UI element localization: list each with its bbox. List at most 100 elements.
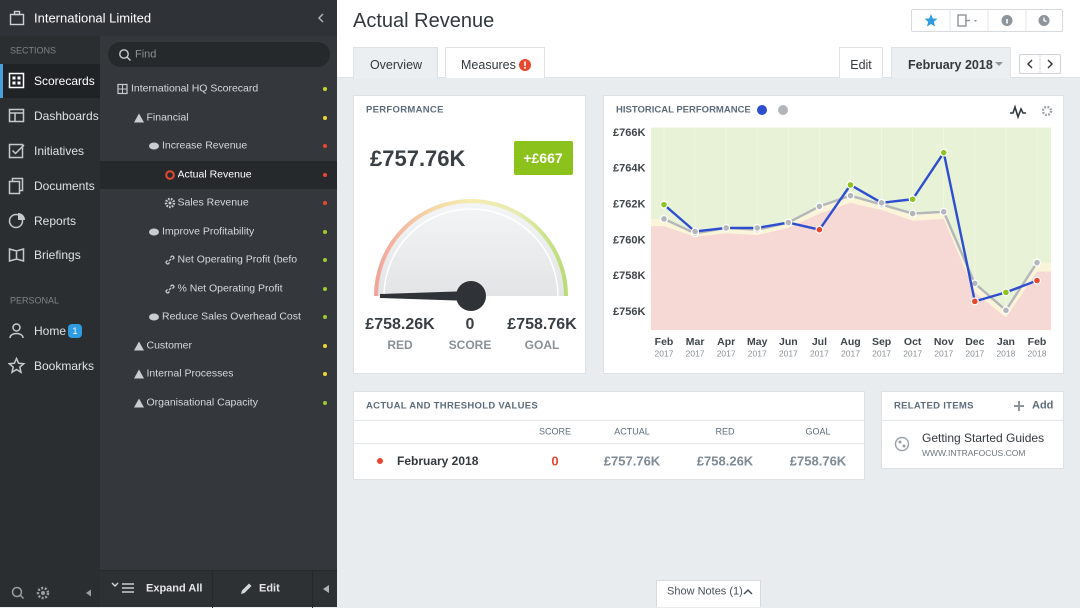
- chart: HISTORICAL PERFORMANCE £756K £758K £760K £7…: [613, 104, 1053, 358]
- icon-part: [743, 588, 753, 595]
- icon-part: [13, 10, 21, 16]
- tree-item[interactable]: Financial: [100, 104, 337, 132]
- search-icon[interactable]: [11, 586, 23, 598]
- edit-tab[interactable]: Edit: [839, 47, 883, 78]
- favourite-button[interactable]: [924, 14, 938, 27]
- icon-part: [524, 61, 526, 67]
- x-tick-year: 2018: [1028, 348, 1047, 358]
- data-point: [877, 198, 886, 207]
- data-point: [908, 209, 917, 218]
- icon-part: [902, 444, 906, 448]
- nav-item[interactable]: Reports: [0, 204, 100, 238]
- tree-item[interactable]: Internal Processes: [100, 360, 337, 388]
- goal-label: GOAL: [524, 338, 560, 352]
- red-value: £758.26K: [365, 316, 435, 333]
- status-dot: [323, 172, 327, 177]
- settings-icon[interactable]: [36, 586, 50, 600]
- prev-button[interactable]: [1027, 59, 1033, 69]
- tree-label: Customer: [146, 339, 193, 352]
- collapse-icon[interactable]: [321, 584, 331, 594]
- toolbar: [911, 9, 1063, 32]
- chart-type-button[interactable]: [1010, 104, 1026, 120]
- x-tick-label: Aug: [840, 336, 860, 348]
- divider: [882, 420, 1063, 421]
- icon-part: [8, 72, 25, 89]
- nav-item[interactable]: Documents: [0, 169, 100, 203]
- legend-marker[interactable]: [757, 105, 767, 115]
- icon-part: [133, 341, 144, 350]
- edit-button[interactable]: Edit: [259, 582, 280, 595]
- icon-part: [149, 142, 159, 150]
- icon-part: [18, 213, 25, 220]
- tab-overview[interactable]: Overview: [353, 47, 438, 79]
- related-url[interactable]: WWW.INTRAFOCUS.COM: [922, 447, 1026, 458]
- export-button[interactable]: [957, 14, 967, 27]
- tree-item[interactable]: Net Operating Profit (befo: [100, 246, 337, 274]
- tree-label: Internal Processes: [146, 367, 234, 380]
- tree-label: International HQ Scorecard: [131, 82, 259, 95]
- icon-part: [12, 323, 21, 332]
- tree-item[interactable]: International HQ Scorecard: [100, 75, 337, 103]
- tree-item[interactable]: Reduce Sales Overhead Cost: [100, 303, 337, 331]
- search-box[interactable]: Find: [108, 42, 330, 67]
- section-label: SECTIONS: [10, 45, 57, 56]
- chart-settings-button[interactable]: [1041, 105, 1053, 117]
- y-tick-label: £758K: [613, 270, 645, 282]
- tree-label: Increase Revenue: [162, 139, 248, 152]
- nav-item[interactable]: Home 1: [0, 314, 100, 348]
- tree-item[interactable]: % Net Operating Profit: [100, 275, 337, 303]
- tab-label: Overview: [369, 57, 423, 72]
- expand-all-button[interactable]: Expand All: [146, 582, 203, 595]
- tree-item[interactable]: Organisational Capacity: [100, 389, 337, 417]
- tree-label: Reduce Sales Overhead Cost: [162, 310, 301, 323]
- icon-part: [974, 20, 977, 22]
- tree-item[interactable]: Sales Revenue: [100, 189, 337, 217]
- nav-item[interactable]: Scorecards: [0, 64, 100, 98]
- nav-icon: [9, 323, 24, 339]
- data-point: [1033, 258, 1042, 267]
- next-button[interactable]: [1047, 59, 1053, 69]
- icon-part: [1043, 17, 1047, 23]
- icon-part: [241, 583, 252, 594]
- tree-item[interactable]: Customer: [100, 332, 337, 360]
- tree-label: Organisational Capacity: [146, 396, 258, 409]
- data-point: [1001, 288, 1010, 297]
- related-title[interactable]: Getting Started Guides: [922, 431, 1045, 445]
- nav-item[interactable]: Initiatives: [0, 134, 100, 168]
- collapse-icon[interactable]: [86, 589, 91, 597]
- collapse-button[interactable]: [316, 13, 326, 23]
- x-tick-label: Oct: [904, 336, 922, 348]
- tree-label: Actual Revenue: [177, 168, 252, 181]
- period-select[interactable]: February 2018: [891, 47, 1011, 78]
- period-arrows: [1027, 55, 1053, 73]
- x-tick-label: Apr: [717, 336, 735, 348]
- gauge-inner: [383, 208, 559, 297]
- nav-label: Dashboards: [34, 109, 99, 123]
- add-button[interactable]: Add: [1032, 399, 1054, 412]
- icon-part: [1006, 19, 1008, 24]
- tree-item[interactable]: Actual Revenue: [100, 160, 337, 189]
- x-tick-label: Jun: [779, 336, 798, 348]
- performance-value: £757.76K: [370, 146, 466, 171]
- nav-item[interactable]: Bookmarks: [0, 349, 100, 383]
- tree-item[interactable]: Improve Profitability: [100, 218, 337, 246]
- tree-icon: [164, 283, 175, 294]
- icon-part: [8, 180, 21, 195]
- tree-icon: [133, 113, 144, 122]
- data-point: [970, 297, 979, 306]
- org-name: International Limited: [34, 10, 152, 26]
- divider: [312, 571, 313, 608]
- score-label: SCORE: [448, 338, 492, 352]
- nav-icon: [8, 177, 24, 195]
- nav-item[interactable]: Briefings: [0, 238, 100, 272]
- icon-part: [898, 440, 902, 444]
- change-badge: +£667: [514, 141, 573, 175]
- tree-icon: [149, 142, 159, 150]
- legend-marker[interactable]: [778, 105, 788, 115]
- show-notes-button[interactable]: Show Notes (1): [656, 580, 761, 607]
- icon-part: [133, 398, 144, 407]
- tree-item[interactable]: Increase Revenue: [100, 132, 337, 160]
- nav-item[interactable]: Dashboards: [0, 99, 100, 133]
- tab-measures[interactable]: Measures: [445, 47, 545, 78]
- edit-label: Edit: [850, 57, 872, 72]
